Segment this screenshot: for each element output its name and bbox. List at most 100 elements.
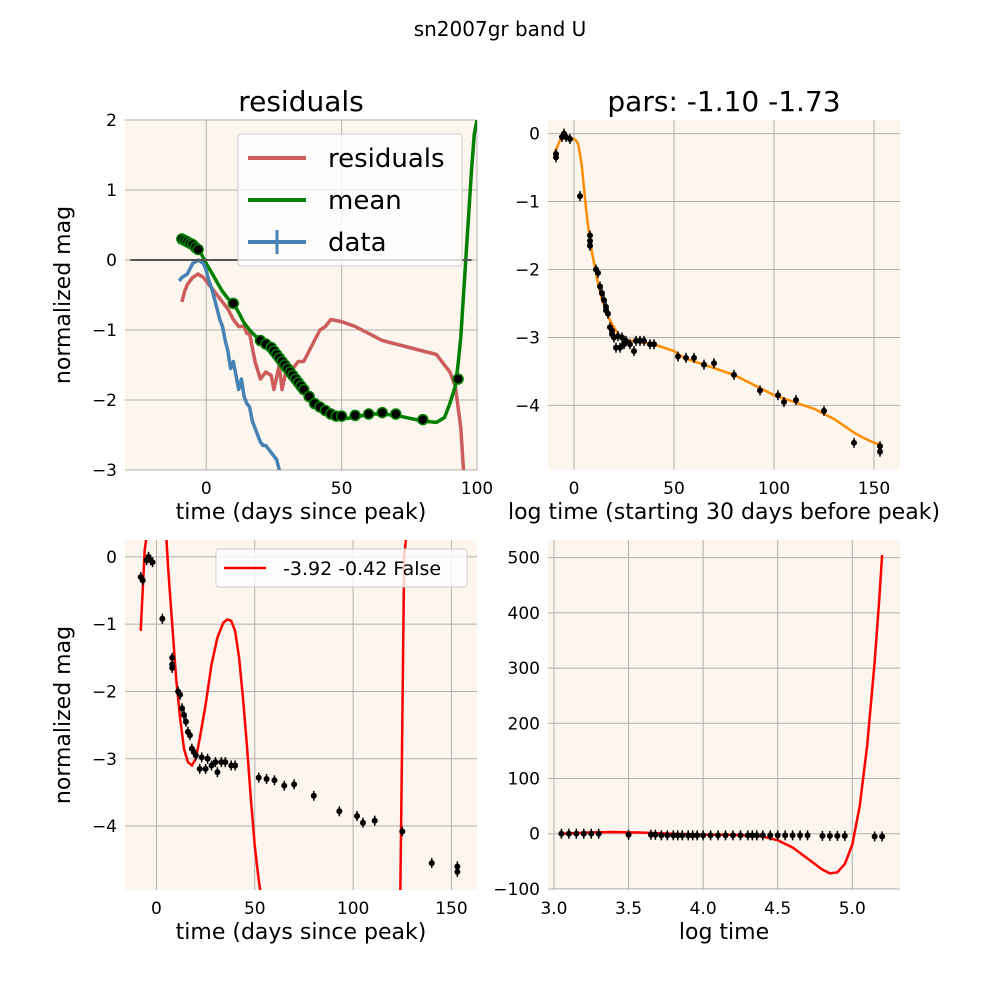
poly-fit-line — [399, 540, 408, 890]
plot-area — [558, 554, 886, 875]
data-point — [553, 154, 559, 161]
data-point — [196, 765, 203, 772]
data-point — [192, 752, 199, 759]
data-point — [707, 832, 714, 839]
x-tick-label: 0 — [151, 899, 162, 919]
data-point — [819, 832, 826, 839]
data-point — [349, 409, 361, 422]
y-tick-label: −2 — [92, 682, 117, 702]
data-point — [281, 782, 288, 789]
plot-area — [137, 540, 461, 890]
data-point — [658, 832, 665, 839]
data-point — [670, 832, 677, 839]
data-point — [452, 373, 464, 385]
y-tick-label: 0 — [529, 125, 540, 145]
y-tick-label: −1 — [92, 321, 117, 341]
data-point — [310, 792, 317, 799]
x-tick-label: 4.5 — [764, 899, 791, 919]
y-tick-label: −3 — [515, 328, 540, 348]
data-point — [757, 387, 763, 394]
data-point — [781, 399, 787, 406]
pars-panel: 0 50 100 150 −4 −3 −2 −1 0 pars: -1.10 -1.73 log t… — [508, 85, 940, 525]
data-point — [651, 341, 657, 348]
y-tick-label: −1 — [515, 193, 540, 213]
x-axis-label: time (days since peak) — [176, 920, 427, 945]
data-point — [588, 830, 595, 837]
data-point — [722, 832, 729, 839]
x-tick-label: 100 — [337, 899, 369, 919]
x-tick-label: 5.0 — [839, 899, 866, 919]
data-point — [291, 781, 298, 788]
y-tick-label: 0 — [529, 825, 540, 845]
data-point — [711, 360, 717, 367]
data-point — [627, 341, 633, 348]
data-point — [753, 832, 760, 839]
data-point — [701, 361, 707, 368]
poly-fit-line — [561, 554, 884, 875]
y-tick-label: 400 — [508, 604, 540, 624]
legend-label: data — [328, 228, 387, 258]
data-point — [558, 830, 565, 837]
x-tick-label: 100 — [461, 479, 493, 499]
x-axis-label: log time (starting 30 days before peak) — [508, 500, 940, 525]
data-point — [749, 832, 756, 839]
data-point — [759, 832, 766, 839]
data-point — [774, 832, 781, 839]
data-point — [647, 831, 654, 838]
x-tick-label: 3.5 — [615, 899, 642, 919]
y-axis-label: normalized mag — [51, 206, 76, 384]
data-point — [580, 830, 587, 837]
data-point — [255, 774, 262, 781]
residuals-panel: 0 50 100 −3 −2 −1 0 1 2 residuals time (days since… — [51, 85, 493, 525]
data-point — [198, 754, 205, 761]
poly-fit-line — [165, 540, 262, 890]
data-point — [567, 136, 573, 143]
y-tick-label: 1 — [106, 181, 117, 201]
data-point — [601, 297, 607, 304]
data-point — [782, 832, 789, 839]
data-point — [619, 334, 625, 341]
data-point — [664, 832, 671, 839]
data-point — [169, 654, 176, 661]
data-point — [177, 691, 184, 698]
data-point — [623, 337, 629, 344]
data-point — [826, 832, 833, 839]
data-point — [683, 354, 689, 361]
y-tick-label: −4 — [515, 396, 540, 416]
plot-area — [552, 128, 883, 457]
poly-fit-line — [139, 540, 148, 631]
data-point — [354, 812, 361, 819]
data-point — [685, 832, 692, 839]
data-point — [877, 443, 883, 450]
data-point — [744, 832, 751, 839]
data-point — [804, 832, 811, 839]
y-tick-label: −3 — [92, 750, 117, 770]
data-point — [797, 832, 804, 839]
data-point — [789, 832, 796, 839]
data-point — [335, 410, 348, 422]
data-point — [821, 407, 827, 414]
y-tick-label: 2 — [106, 111, 117, 131]
data-point — [841, 832, 848, 839]
data-point — [222, 759, 229, 766]
legend-box — [215, 548, 468, 588]
poly-fit-panel: 0 50 100 150 −4 −3 −2 −1 0 time (days since peak)… — [51, 540, 477, 945]
data-point — [595, 830, 602, 837]
data-point — [599, 290, 605, 297]
data-point — [180, 712, 187, 718]
data-point — [737, 832, 744, 839]
y-tick-label: −4 — [92, 817, 117, 837]
data-point — [573, 830, 580, 837]
data-point — [208, 762, 215, 769]
data-point — [182, 718, 189, 725]
plot-background — [548, 120, 900, 470]
legend-label: mean — [328, 186, 402, 216]
data-point — [227, 297, 240, 310]
data-point — [679, 832, 686, 839]
legend-label: residuals — [328, 144, 445, 174]
data-point — [186, 732, 193, 739]
data-point — [232, 762, 239, 769]
plot-background — [125, 540, 477, 890]
y-tick-label: −100 — [493, 880, 540, 900]
